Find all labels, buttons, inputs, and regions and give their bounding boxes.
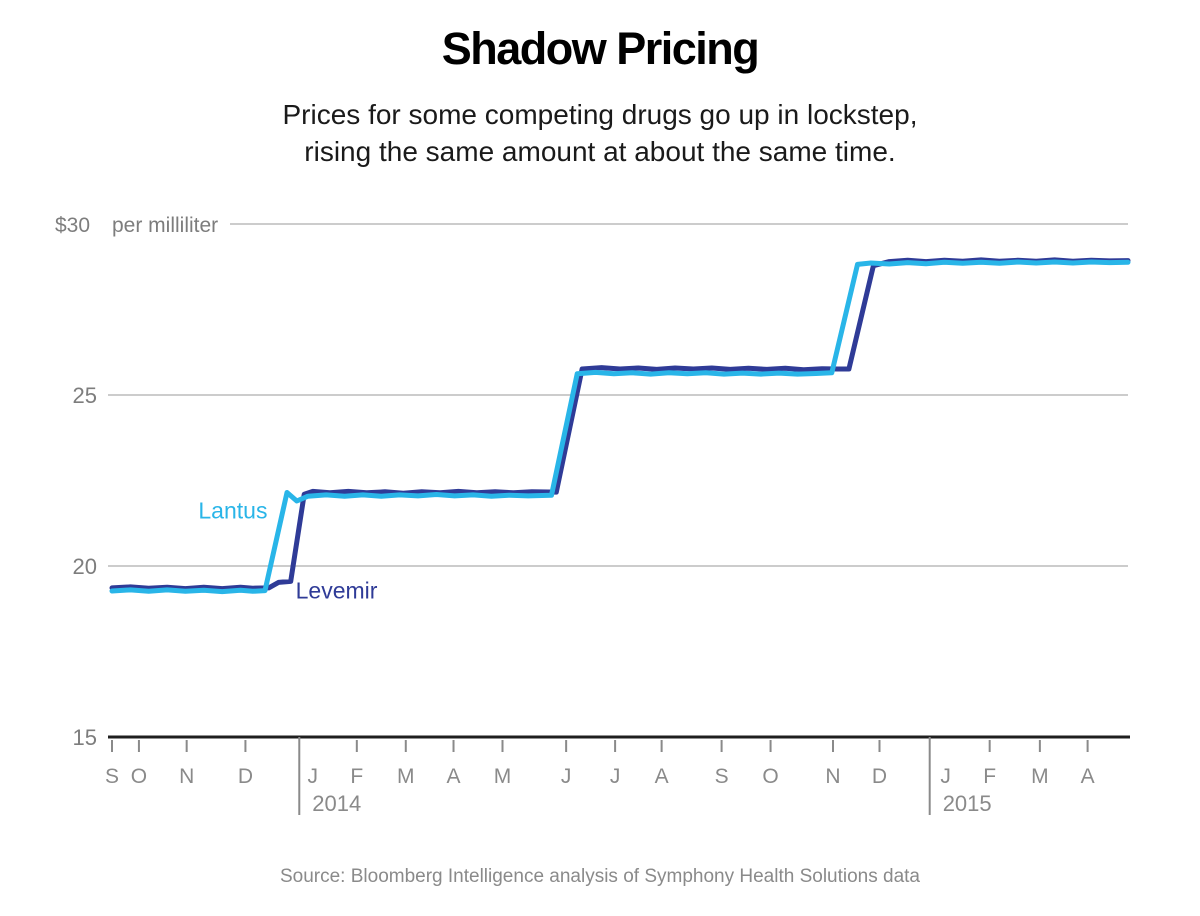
chart-header: Shadow Pricing <box>0 0 1200 74</box>
month-label-1: O <box>131 765 147 788</box>
month-label-16: J <box>940 765 951 788</box>
month-label-14: N <box>825 765 840 788</box>
month-label-6: M <box>397 765 415 788</box>
month-label-7: A <box>447 765 461 788</box>
month-label-18: M <box>1031 765 1049 788</box>
month-label-3: D <box>238 765 253 788</box>
month-label-17: F <box>983 765 996 788</box>
month-label-10: J <box>610 765 621 788</box>
month-label-5: F <box>350 765 363 788</box>
month-label-0: S <box>105 765 119 788</box>
series-line-levemir <box>109 257 1131 592</box>
series-label-lantus: Lantus <box>198 498 267 524</box>
month-label-13: O <box>762 765 778 788</box>
month-label-2: N <box>179 765 194 788</box>
chart-subtitle-line2: rising the same amount at about the same… <box>304 136 896 167</box>
month-label-15: D <box>872 765 887 788</box>
y-axis-label-20: 20 <box>73 554 97 579</box>
year-label-2015: 2015 <box>943 791 992 816</box>
month-label-9: J <box>561 765 572 788</box>
y-axis-label-30: $30 <box>55 214 90 237</box>
y-axis-label-25: 25 <box>73 383 97 408</box>
month-label-11: A <box>655 765 669 788</box>
series-line-lantus <box>109 259 1131 595</box>
y-axis-unit-label: per milliliter <box>112 214 218 237</box>
month-label-8: M <box>494 765 512 788</box>
year-label-2014: 2014 <box>312 791 361 816</box>
series-label-levemir: Levemir <box>296 578 378 604</box>
month-label-12: S <box>715 765 729 788</box>
source-note: Source: Bloomberg Intelligence analysis … <box>279 866 921 887</box>
month-label-4: J <box>308 765 319 788</box>
chart-title: Shadow Pricing <box>441 23 760 74</box>
chart-subtitle: Prices for some competing drugs go up in… <box>0 96 1200 170</box>
y-axis-label-15: 15 <box>73 725 97 750</box>
chart-subtitle-line1: Prices for some competing drugs go up in… <box>282 99 918 130</box>
month-label-19: A <box>1081 765 1095 788</box>
